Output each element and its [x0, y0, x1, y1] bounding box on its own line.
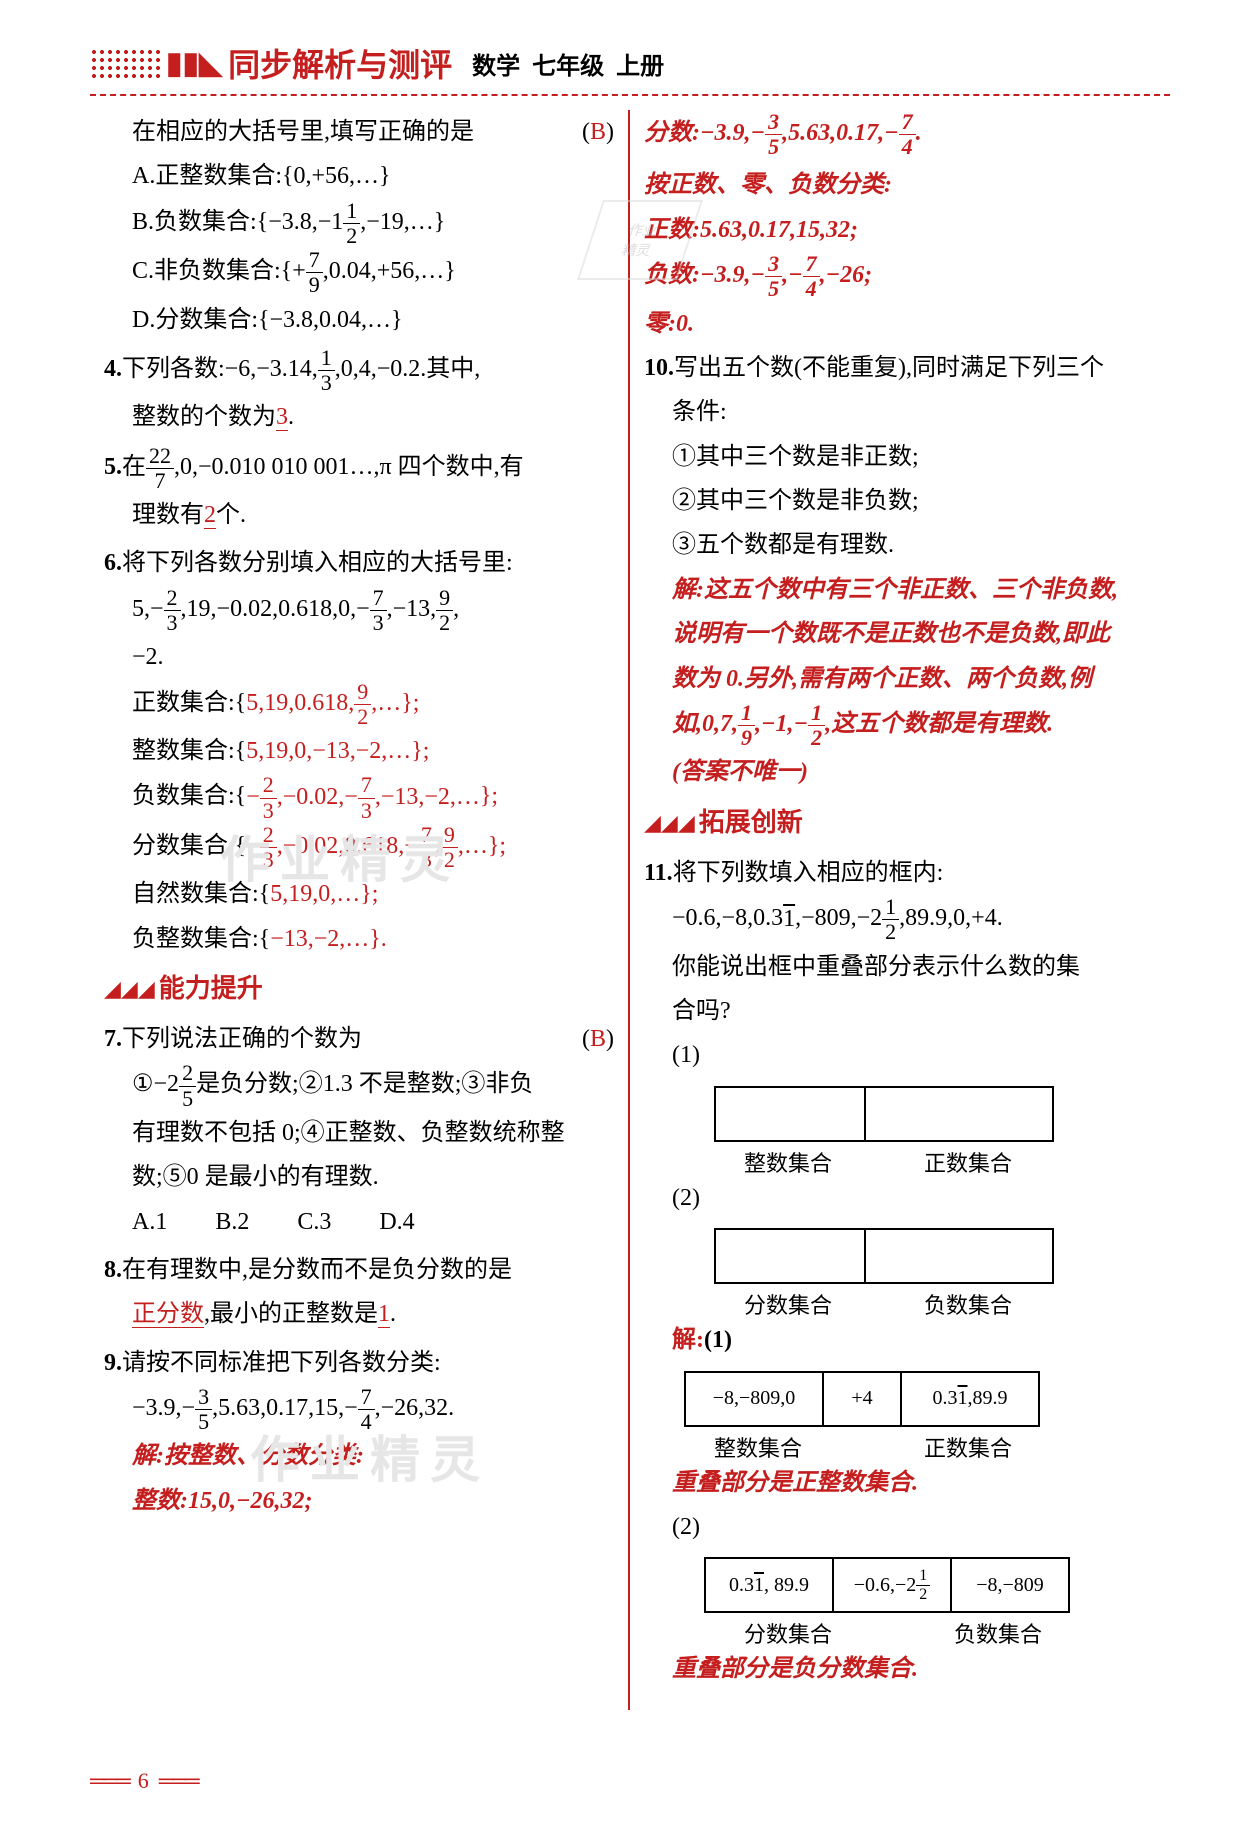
q9-neg: 负数:−3.9,−35,−74,−26; — [644, 252, 1156, 301]
q11-number: 11. — [644, 860, 673, 886]
open-paren: ( — [582, 119, 590, 145]
q9-sol-label: 解:按整数、分数分类: — [104, 1434, 614, 1478]
venn2-label-left: 分数集合 — [744, 1286, 832, 1327]
footer-bars-left: ═══ — [90, 1768, 128, 1794]
q11-sol-venn-2: 0.31, 89.9 −0.6,−212 −8,−809 分数集合 负数集合 — [684, 1557, 1156, 1647]
venn1-label-right: 正数集合 — [924, 1144, 1012, 1185]
q6-nat-ans: 5,19,0,… — [270, 881, 360, 907]
q3-optB: B.负数集合:{−3.8,−112,−19,…} — [104, 199, 614, 248]
q6: 6.将下列各数分别填入相应的大括号里: 5,−23,19,−0.02,0.618… — [104, 541, 614, 960]
q7-stem: 下列说法正确的个数为 — [122, 1026, 362, 1052]
sol2-box-left: 0.31, 89.9 — [704, 1557, 834, 1613]
q10-cond3: ③五个数都是有理数. — [644, 523, 1156, 567]
content-columns: 在相应的大括号里,填写正确的是 (B) A.正整数集合:{0,+56,…} B.… — [90, 110, 1170, 1710]
page-header: ▮▮◣ 同步解析与测评 数学 七年级 上册 — [90, 40, 1170, 86]
right-column: 分数:−3.9,−35,5.63,0.17,−74. 按正数、零、负数分类: 正… — [630, 110, 1170, 1710]
q8-answer1: 正分数 — [132, 1301, 204, 1328]
left-column: 在相应的大括号里,填写正确的是 (B) A.正整数集合:{0,+56,…} B.… — [90, 110, 630, 1710]
q3-optD: D.分数集合:{−3.8,0.04,…} — [104, 298, 614, 342]
q11: 11.将下列数填入相应的框内: −0.6,−8,0.31,−809,−212,8… — [644, 851, 1156, 1692]
q7-answer: B — [590, 1026, 606, 1052]
q8-answer2: 1 — [378, 1301, 390, 1328]
sol2-lab-right: 负数集合 — [954, 1615, 1042, 1656]
q3-stem: 在相应的大括号里,填写正确的是 — [132, 119, 474, 145]
q6-negint-ans: −13,−2,… — [270, 926, 369, 952]
q5-answer: 2 — [204, 502, 216, 529]
q4-number: 4. — [104, 356, 122, 382]
q10-stem: 写出五个数(不能重复),同时满足下列三个 — [674, 355, 1104, 381]
q11-part2-label: (2) — [644, 1176, 1156, 1220]
venn2-label-right: 负数集合 — [924, 1286, 1012, 1327]
page-footer: ═══ 6 ═══ — [90, 1768, 197, 1794]
q6-pos-ans: 5,19,0.618,92,…}; — [246, 690, 419, 716]
q6-int-ans: 5,19,0,−13,−2,… — [246, 738, 411, 764]
venn1-label-left: 整数集合 — [744, 1144, 832, 1185]
series-title: 同步解析与测评 — [228, 40, 452, 86]
q6-stem: 将下列各数分别填入相应的大括号里: — [122, 550, 513, 576]
q3-answer: B — [590, 119, 606, 145]
q9-pos: 正数:5.63,0.17,15,32; — [644, 208, 1156, 252]
q4-stem: 下列各数:−6,−3.14, — [122, 356, 318, 382]
sol2-box-mid: −0.6,−212 — [832, 1557, 952, 1613]
q11-stem: 将下列数填入相应的框内: — [673, 860, 944, 886]
section-extend-title: 拓展创新 — [699, 799, 803, 847]
q11-venn-1: 整数集合 正数集合 — [684, 1086, 1156, 1176]
header-decoration-dots — [90, 48, 160, 78]
q4-answer: 3 — [276, 404, 288, 431]
footer-bars-right: ═══ — [159, 1768, 197, 1794]
q7-number: 7. — [104, 1026, 122, 1052]
q9-number: 9. — [104, 1350, 122, 1376]
sol2-lab-left: 分数集合 — [744, 1615, 832, 1656]
q10: 10.写出五个数(不能重复),同时满足下列三个 条件: ①其中三个数是非正数; … — [644, 346, 1156, 795]
sol1-box-right: 0.31,89.9 — [900, 1371, 1040, 1427]
q5-number: 5. — [104, 454, 122, 480]
q3: 在相应的大括号里,填写正确的是 (B) A.正整数集合:{0,+56,…} B.… — [104, 110, 614, 342]
section-ability-title: 能力提升 — [159, 965, 263, 1013]
q7: 7.下列说法正确的个数为 (B) ①−225是负分数;②1.3 不是整数;③非负… — [104, 1017, 614, 1244]
q6-neg-ans: −23,−0.02,−73,−13,−2,… — [246, 784, 480, 810]
q10-cond2: ②其中三个数是非负数; — [644, 479, 1156, 523]
q10-cond1: ①其中三个数是非正数; — [644, 435, 1156, 479]
q5: 5.在227,0,−0.010 010 001…,π 四个数中,有 理数有2个. — [104, 444, 614, 538]
header-volume: 上册 — [616, 46, 664, 81]
q4: 4.下列各数:−6,−3.14,13,0,4,−0.2.其中, 整数的个数为3. — [104, 346, 614, 440]
page-number: 6 — [138, 1768, 149, 1794]
q6-frac-ans: −23,−0.02,0.618,−73,92,… — [246, 833, 488, 859]
q11-sol-label: 解:(1) — [644, 1318, 1156, 1362]
q10-note: (答案不唯一) — [644, 750, 1156, 794]
section-extend: ◢◢◢ 拓展创新 — [644, 799, 1156, 847]
header-rule — [90, 94, 1170, 96]
q9: 9.请按不同标准把下列各数分类: −3.9,−35,5.63,0.17,15,−… — [104, 1341, 614, 1524]
header-grade: 七年级 — [532, 46, 604, 81]
q3-optA: A.正整数集合:{0,+56,…} — [104, 154, 614, 198]
q3-optC: C.非负数集合:{+79,0.04,+56,…} — [104, 248, 614, 297]
q7-options: A.1 B.2 C.3 D.4 — [104, 1200, 614, 1244]
q9-cont-frac: 分数:−3.9,−35,5.63,0.17,−74. — [644, 110, 1156, 159]
q11-sol-p2: (2) — [644, 1505, 1156, 1549]
q10-solution: 解:这五个数中有三个非正数、三个非负数, — [644, 568, 1156, 612]
header-subject: 数学 — [472, 46, 520, 81]
section-icon: ◢◢◢ — [644, 803, 695, 844]
q11-part1-label: (1) — [644, 1033, 1156, 1077]
q11-sol-venn-1: −8,−809,0 +4 0.31,89.9 整数集合 正数集合 — [684, 1371, 1156, 1461]
section-ability: ◢◢◢ 能力提升 — [104, 965, 614, 1013]
sol1-lab-right: 正数集合 — [924, 1429, 1012, 1470]
sol2-box-right: −8,−809 — [950, 1557, 1070, 1613]
close-paren: ) — [606, 119, 614, 145]
q9-int-line: 整数:15,0,−26,32; — [104, 1479, 614, 1523]
q6-number: 6. — [104, 550, 122, 576]
q8: 8.在有理数中,是分数而不是负分数的是 正分数,最小的正整数是1. — [104, 1248, 614, 1337]
q9-zero: 零:0. — [644, 302, 1156, 346]
q10-number: 10. — [644, 355, 674, 381]
sol1-lab-left: 整数集合 — [714, 1429, 802, 1470]
q9-class-label: 按正数、零、负数分类: — [644, 163, 1156, 207]
section-icon: ◢◢◢ — [104, 969, 155, 1010]
books-icon: ▮▮◣ — [166, 46, 222, 81]
q11-venn-2: 分数集合 负数集合 — [684, 1228, 1156, 1318]
sol1-box-mid: +4 — [822, 1371, 902, 1427]
q11-sol2-note: 重叠部分是负分数集合. — [644, 1647, 1156, 1691]
q8-number: 8. — [104, 1257, 122, 1283]
sol1-box-left: −8,−809,0 — [684, 1371, 824, 1427]
q9-stem: 请按不同标准把下列各数分类: — [122, 1350, 441, 1376]
